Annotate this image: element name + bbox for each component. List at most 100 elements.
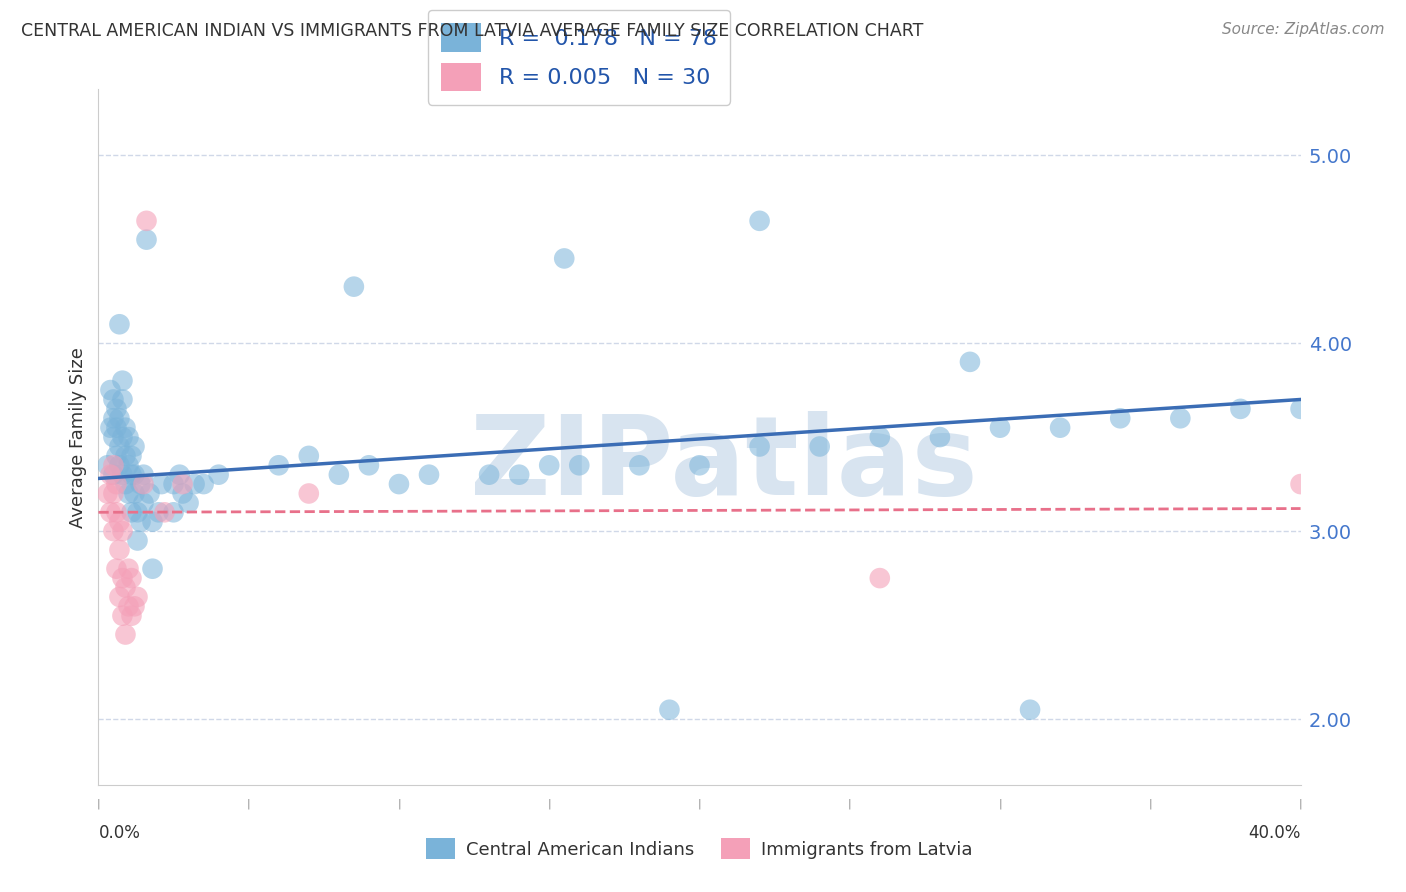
Point bbox=[124, 486, 146, 500]
Point bbox=[208, 467, 231, 482]
Point bbox=[108, 515, 131, 529]
Point bbox=[117, 458, 139, 473]
Point bbox=[869, 571, 891, 585]
Point bbox=[103, 467, 125, 482]
Point bbox=[132, 467, 155, 482]
Point bbox=[100, 383, 122, 397]
Point bbox=[553, 252, 575, 266]
Point bbox=[357, 458, 380, 473]
Point bbox=[111, 524, 134, 538]
Point bbox=[132, 496, 155, 510]
Point bbox=[172, 486, 194, 500]
Point bbox=[105, 420, 128, 434]
Point bbox=[124, 440, 146, 454]
Text: ZIPatlas: ZIPatlas bbox=[470, 411, 977, 518]
Point bbox=[688, 458, 710, 473]
Point bbox=[108, 590, 131, 604]
Point bbox=[127, 590, 149, 604]
Point bbox=[117, 486, 139, 500]
Point bbox=[105, 449, 128, 463]
Text: |: | bbox=[998, 799, 1002, 809]
Point bbox=[1170, 411, 1192, 425]
Point bbox=[111, 608, 134, 623]
Point bbox=[108, 542, 131, 557]
Point bbox=[114, 449, 136, 463]
Point bbox=[108, 440, 131, 454]
Text: |: | bbox=[1299, 799, 1302, 809]
Point bbox=[328, 467, 350, 482]
Point bbox=[103, 458, 125, 473]
Point bbox=[108, 458, 131, 473]
Point bbox=[129, 515, 152, 529]
Point bbox=[111, 571, 134, 585]
Point bbox=[121, 467, 143, 482]
Point bbox=[129, 477, 152, 491]
Point bbox=[111, 392, 134, 407]
Point bbox=[96, 458, 118, 473]
Point bbox=[124, 599, 146, 614]
Point bbox=[298, 486, 321, 500]
Point bbox=[748, 214, 770, 228]
Text: 0.0%: 0.0% bbox=[98, 824, 141, 842]
Point bbox=[162, 505, 184, 519]
Point bbox=[96, 486, 118, 500]
Point bbox=[103, 486, 125, 500]
Text: |: | bbox=[1149, 799, 1152, 809]
Point bbox=[103, 392, 125, 407]
Point bbox=[121, 505, 143, 519]
Point bbox=[141, 515, 163, 529]
Point bbox=[114, 627, 136, 641]
Point bbox=[162, 477, 184, 491]
Point bbox=[1049, 420, 1071, 434]
Point bbox=[148, 505, 170, 519]
Point bbox=[869, 430, 891, 444]
Point bbox=[121, 571, 143, 585]
Point bbox=[105, 401, 128, 416]
Point bbox=[150, 477, 173, 491]
Point bbox=[388, 477, 411, 491]
Point bbox=[135, 233, 157, 247]
Text: CENTRAL AMERICAN INDIAN VS IMMIGRANTS FROM LATVIA AVERAGE FAMILY SIZE CORRELATIO: CENTRAL AMERICAN INDIAN VS IMMIGRANTS FR… bbox=[21, 22, 924, 40]
Point bbox=[127, 533, 149, 548]
Point bbox=[111, 374, 134, 388]
Point bbox=[153, 505, 176, 519]
Point bbox=[193, 477, 215, 491]
Point bbox=[172, 477, 194, 491]
Point bbox=[568, 458, 591, 473]
Point bbox=[108, 318, 131, 332]
Point bbox=[124, 467, 146, 482]
Point bbox=[267, 458, 290, 473]
Point bbox=[121, 449, 143, 463]
Point bbox=[105, 477, 128, 491]
Point bbox=[103, 524, 125, 538]
Point bbox=[138, 486, 160, 500]
Legend: Central American Indians, Immigrants from Latvia: Central American Indians, Immigrants fro… bbox=[419, 831, 980, 866]
Text: Source: ZipAtlas.com: Source: ZipAtlas.com bbox=[1222, 22, 1385, 37]
Point bbox=[808, 440, 831, 454]
Point bbox=[103, 430, 125, 444]
Point bbox=[1289, 477, 1312, 491]
Point bbox=[1289, 401, 1312, 416]
Point bbox=[111, 430, 134, 444]
Text: |: | bbox=[247, 799, 250, 809]
Point bbox=[117, 599, 139, 614]
Point bbox=[298, 449, 321, 463]
Text: |: | bbox=[848, 799, 852, 809]
Point bbox=[114, 477, 136, 491]
Point bbox=[343, 279, 366, 293]
Point bbox=[658, 703, 681, 717]
Text: |: | bbox=[396, 799, 401, 809]
Point bbox=[100, 505, 122, 519]
Text: 40.0%: 40.0% bbox=[1249, 824, 1301, 842]
Y-axis label: Average Family Size: Average Family Size bbox=[69, 347, 87, 527]
Point bbox=[100, 467, 122, 482]
Point bbox=[141, 562, 163, 576]
Point bbox=[478, 467, 501, 482]
Point bbox=[1229, 401, 1251, 416]
Point bbox=[538, 458, 561, 473]
Point bbox=[117, 430, 139, 444]
Point bbox=[103, 411, 125, 425]
Point bbox=[114, 420, 136, 434]
Point bbox=[105, 505, 128, 519]
Point bbox=[135, 214, 157, 228]
